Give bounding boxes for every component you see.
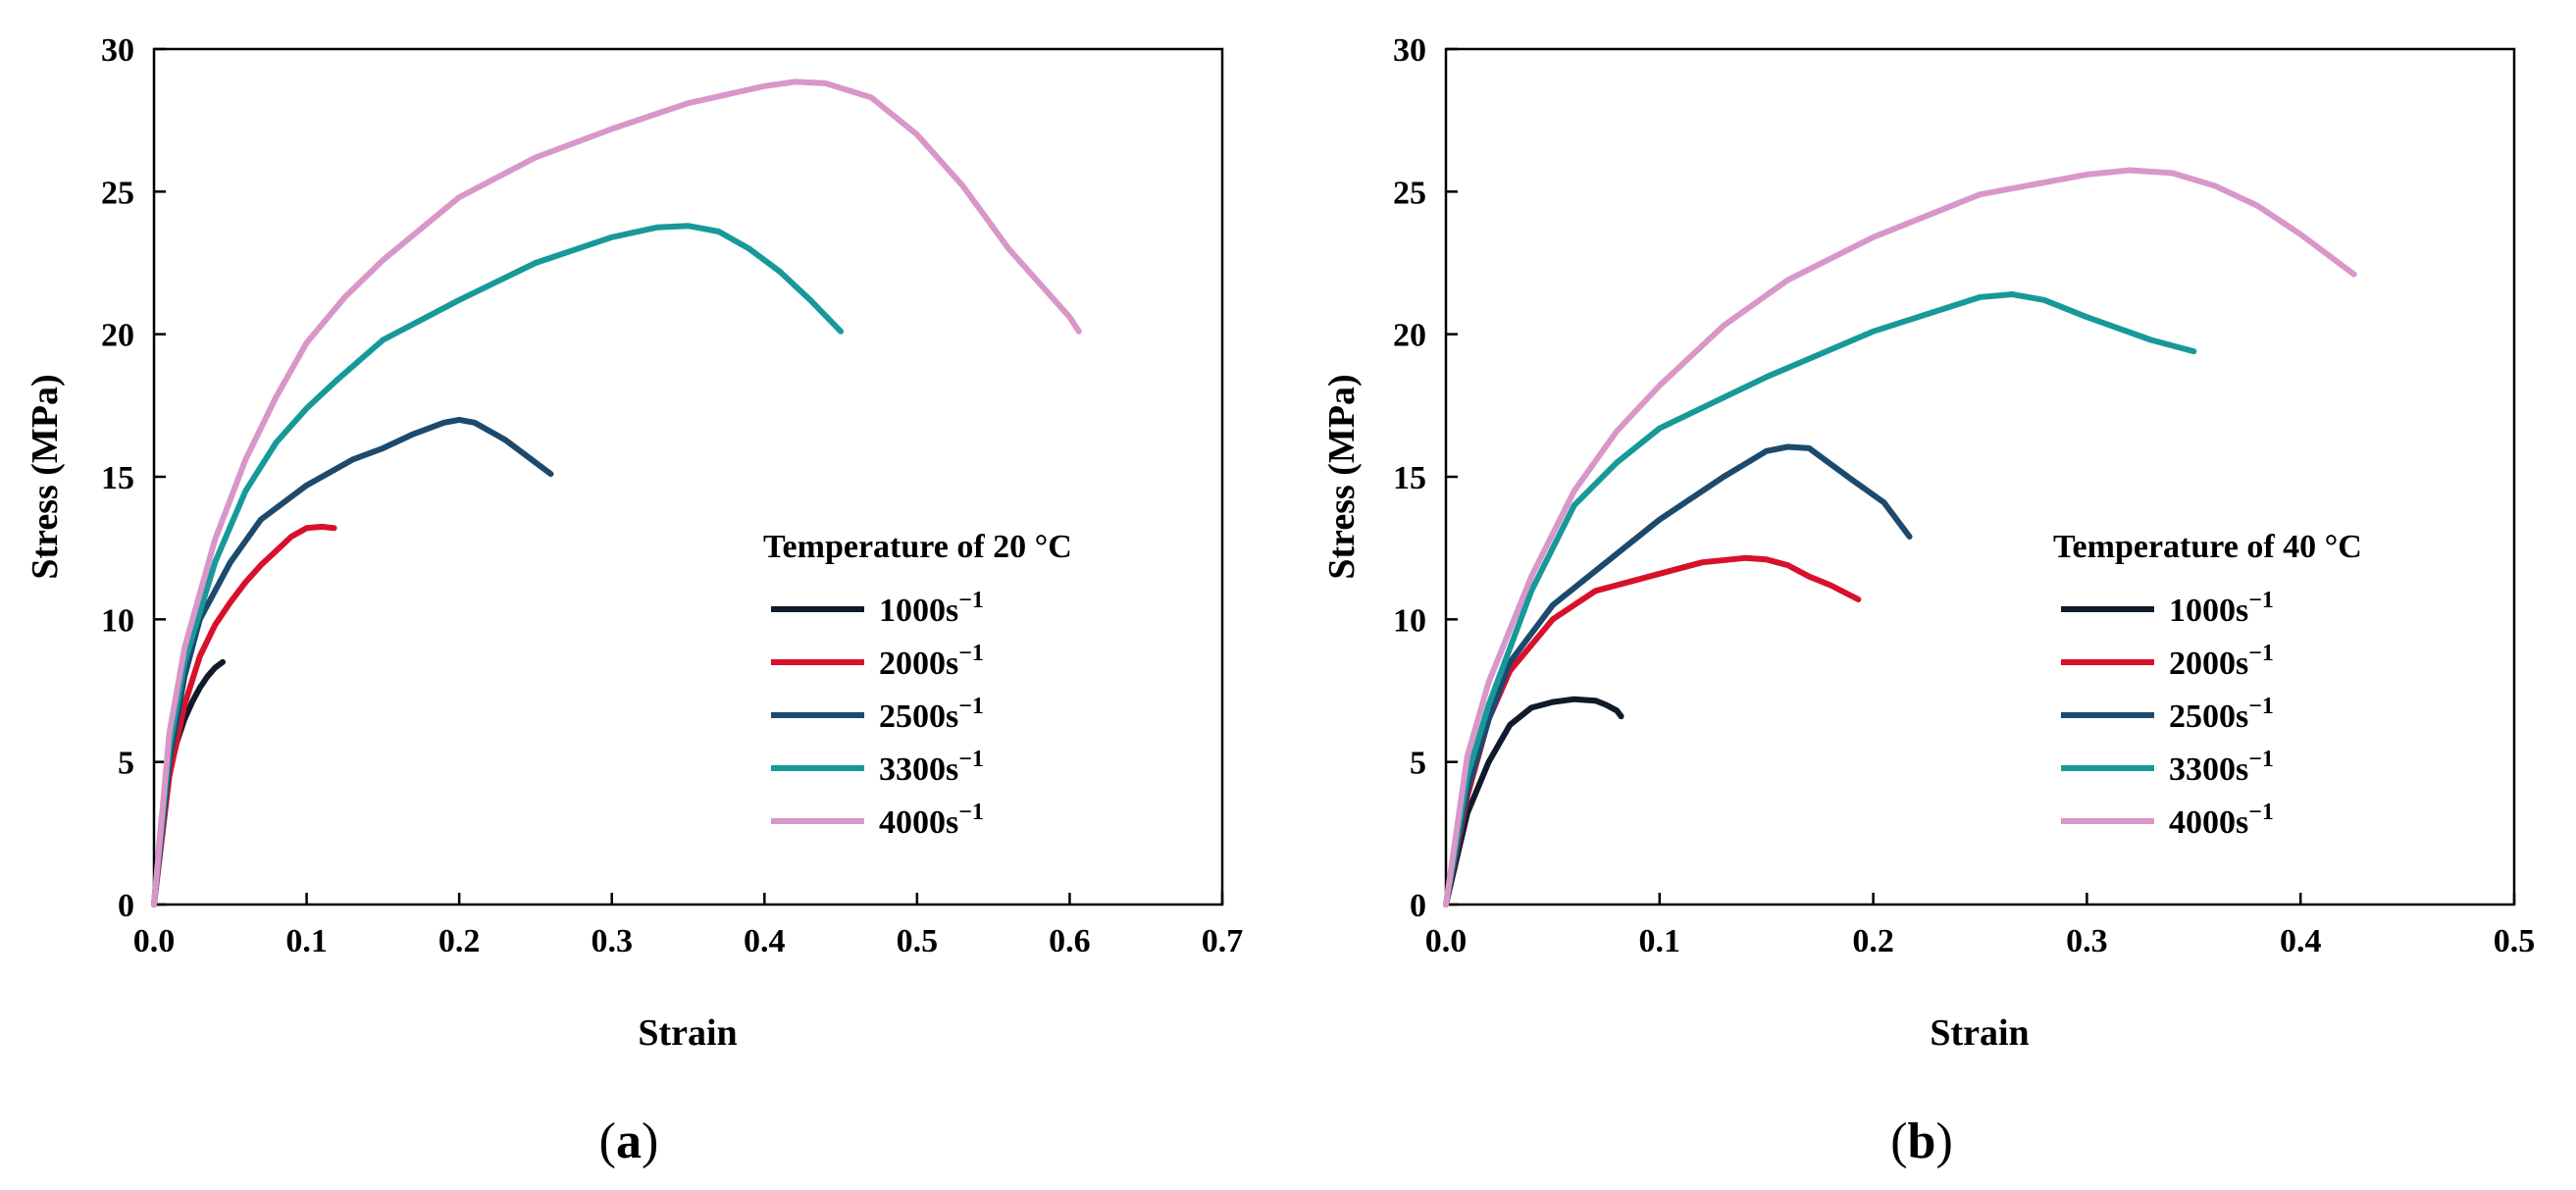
legend: Temperature of 20 °C 1000s−1 2000s−1 2500s… [763, 529, 1072, 841]
legend-title: Temperature of 40 °C [2053, 529, 2362, 565]
x-axis-title: Strain [638, 1012, 737, 1054]
panel-label-a: (a) [599, 1113, 659, 1169]
panel-label-b: (b) [1890, 1113, 1953, 1169]
x-tick-label: 0.4 [744, 923, 786, 959]
y-tick-label: 0 [118, 888, 134, 924]
y-axis: 0 5 10 15 20 25 30 [1393, 32, 1458, 924]
legend-label-3300: 3300s−1 [879, 747, 984, 788]
series-group [1443, 167, 2357, 907]
series-line-2500 [151, 416, 554, 907]
y-axis-title: Stress (MPa) [25, 374, 66, 579]
x-axis: 0.0 0.1 0.2 0.3 0.4 0.5 0.6 0.7 [133, 893, 1244, 959]
y-tick-label: 20 [101, 318, 134, 354]
x-tick-label: 0.5 [2494, 923, 2536, 959]
y-axis-title: Stress (MPa) [1321, 374, 1363, 579]
panel-label-letter: b [1908, 1113, 1936, 1169]
legend-label-4000: 4000s−1 [2169, 800, 2274, 841]
series-line-3300 [1443, 291, 2197, 907]
legend-label-2500: 2500s−1 [2169, 694, 2274, 735]
legend-label-1000: 1000s−1 [879, 588, 984, 629]
x-tick-label: 0.2 [1852, 923, 1894, 959]
panel-label-close: ) [1935, 1113, 1952, 1169]
panel-label-open: ( [1890, 1113, 1907, 1169]
series-line-2000 [151, 523, 337, 907]
series-group [151, 78, 1082, 907]
x-tick-label: 0.1 [285, 923, 328, 959]
x-tick-label: 0.0 [133, 923, 176, 959]
x-tick-label: 0.3 [2066, 923, 2108, 959]
x-tick-label: 0.1 [1639, 923, 1681, 959]
panel-b: 0.0 0.1 0.2 0.3 0.4 0.5 0 5 10 15 20 25 30 Strain S… [1321, 32, 2535, 1169]
panel-label-close: ) [642, 1113, 658, 1169]
y-tick-label: 30 [1393, 32, 1426, 69]
series-line-4000 [151, 78, 1082, 907]
series-line-3300 [151, 223, 845, 907]
x-tick-label: 0.7 [1202, 923, 1244, 959]
y-tick-label: 25 [101, 175, 134, 211]
series-line-4000 [1443, 167, 2357, 907]
legend-label-2000: 2000s−1 [2169, 641, 2274, 682]
y-tick-label: 25 [1393, 175, 1426, 211]
x-axis-title: Strain [1930, 1012, 2029, 1054]
legend-label-2500: 2500s−1 [879, 694, 984, 735]
legend-label-4000: 4000s−1 [879, 800, 984, 841]
y-tick-label: 15 [1393, 460, 1426, 496]
y-tick-label: 5 [118, 746, 134, 782]
y-tick-label: 20 [1393, 318, 1426, 354]
y-tick-label: 0 [1410, 888, 1426, 924]
y-tick-label: 10 [101, 602, 134, 639]
x-tick-label: 0.3 [591, 923, 633, 959]
legend-label-1000: 1000s−1 [2169, 588, 2274, 629]
y-tick-label: 5 [1410, 746, 1426, 782]
x-tick-label: 0.2 [438, 923, 481, 959]
panel-a: 0.0 0.1 0.2 0.3 0.4 0.5 0.6 0.7 0 5 10 15 20 25 30 St… [25, 32, 1243, 1169]
x-tick-label: 0.6 [1049, 923, 1091, 959]
y-tick-label: 15 [101, 460, 134, 496]
x-axis: 0.0 0.1 0.2 0.3 0.4 0.5 [1425, 893, 2536, 959]
series-line-2500 [1443, 443, 1913, 907]
y-axis: 0 5 10 15 20 25 30 [101, 32, 166, 924]
panel-label-open: ( [599, 1113, 616, 1169]
y-tick-label: 10 [1393, 602, 1426, 639]
x-tick-label: 0.4 [2280, 923, 2322, 959]
y-tick-label: 30 [101, 32, 134, 69]
legend: Temperature of 40 °C 1000s−1 2000s−1 2500s… [2053, 529, 2362, 841]
plot-frame [152, 47, 1224, 906]
series-line-1000 [1443, 696, 1624, 907]
legend-title: Temperature of 20 °C [763, 529, 1072, 565]
legend-label-3300: 3300s−1 [2169, 747, 2274, 788]
x-tick-label: 0.0 [1425, 923, 1468, 959]
panel-label-letter: a [616, 1113, 642, 1169]
legend-label-2000: 2000s−1 [879, 641, 984, 682]
x-tick-label: 0.5 [897, 923, 939, 959]
